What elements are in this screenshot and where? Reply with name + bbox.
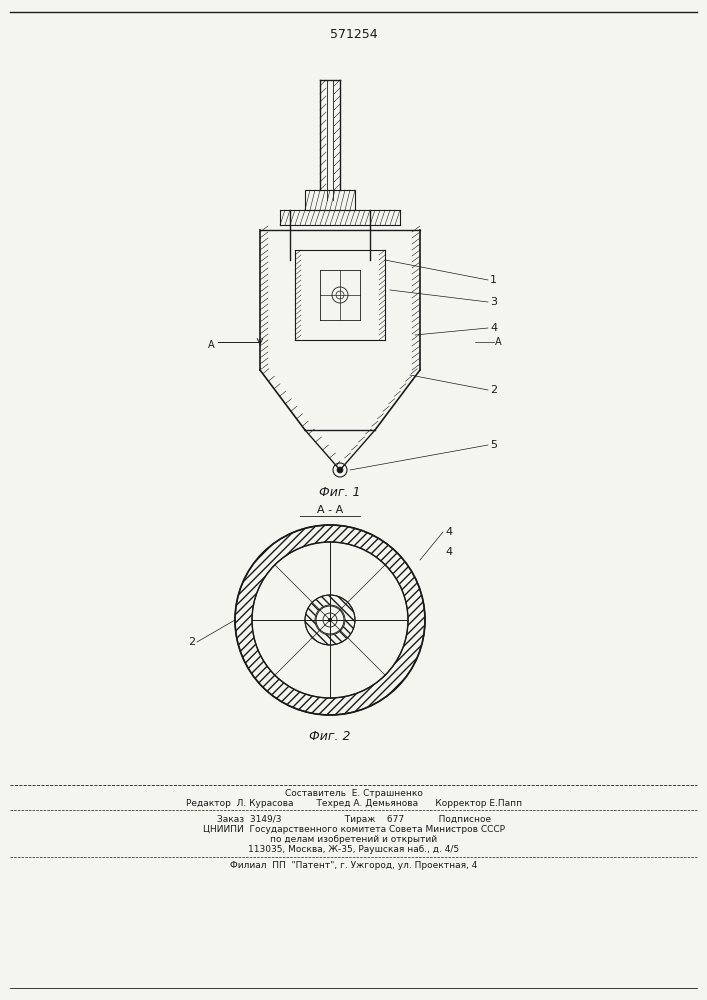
Text: Фиг. 1: Фиг. 1 (320, 486, 361, 498)
Text: 1: 1 (490, 275, 497, 285)
Text: Заказ  3149/3                      Тираж    677            Подписное: Заказ 3149/3 Тираж 677 Подписное (217, 814, 491, 824)
Text: по делам изобретений и открытий: по делам изобретений и открытий (271, 836, 438, 844)
Text: 571254: 571254 (330, 28, 378, 41)
Text: 3: 3 (490, 297, 497, 307)
Text: А - А: А - А (317, 505, 343, 515)
Text: Редактор  Л. Курасова        Техред А. Демьянова      Корректор Е.Папп: Редактор Л. Курасова Техред А. Демьянова… (186, 800, 522, 808)
Text: А: А (209, 340, 215, 350)
Text: Фиг. 2: Фиг. 2 (309, 730, 351, 744)
Text: 2: 2 (490, 385, 497, 395)
Text: Филиал  ПП  "Патент", г. Ужгород, ул. Проектная, 4: Филиал ПП "Патент", г. Ужгород, ул. Прое… (230, 861, 478, 870)
Text: Составитель  Е. Страшненко: Составитель Е. Страшненко (285, 788, 423, 798)
Text: 5: 5 (490, 440, 497, 450)
Text: 113035, Москва, Ж-35, Раушская наб., д. 4/5: 113035, Москва, Ж-35, Раушская наб., д. … (248, 846, 460, 854)
Text: 2: 2 (188, 637, 195, 647)
Text: 4: 4 (445, 527, 452, 537)
Text: А: А (495, 337, 502, 347)
Text: 4: 4 (490, 323, 497, 333)
Bar (305, 190, 355, 210)
Text: ЦНИИПИ  Государственного комитета Совета Министров СССР: ЦНИИПИ Государственного комитета Совета … (203, 826, 505, 834)
Circle shape (337, 467, 343, 473)
Text: 4: 4 (445, 547, 452, 557)
Circle shape (328, 618, 332, 622)
